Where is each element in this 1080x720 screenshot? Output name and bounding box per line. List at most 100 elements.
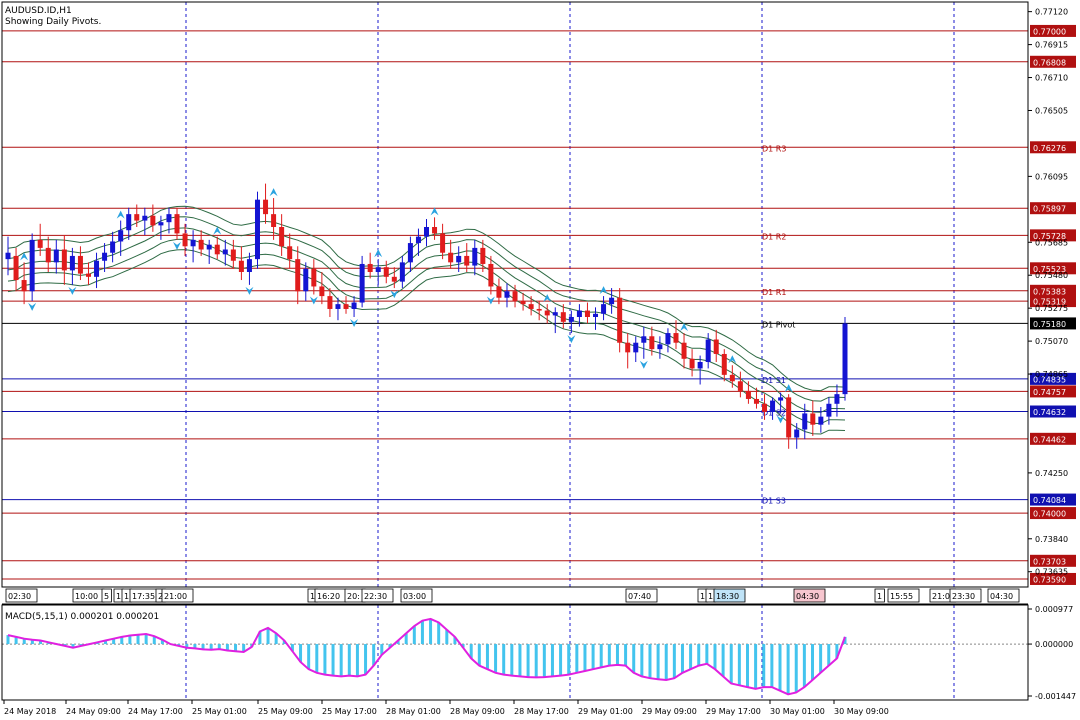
date-label: 30 May 01:00 [770, 707, 825, 716]
band-line [7, 216, 846, 402]
date-label: 25 May 01:00 [192, 707, 247, 716]
date-label: 25 May 09:00 [258, 707, 313, 716]
time-marker-label: 16:20 [317, 592, 340, 601]
price-label-box [1030, 24, 1076, 37]
price-label-box [1030, 141, 1076, 154]
candle-body [367, 263, 373, 272]
fractal-down-arrow [639, 360, 648, 369]
time-marker-label: 04:30 [990, 592, 1013, 601]
fractal-up-arrow [374, 249, 383, 258]
price-label-text: 0.76808 [1033, 58, 1066, 67]
price-label-box [1030, 55, 1076, 68]
candle-body [295, 259, 301, 292]
price-tick-label: 0.75480 [1035, 271, 1068, 280]
time-marker-label: 17:35 [132, 592, 155, 601]
band-line [7, 249, 846, 435]
candle-body [778, 397, 784, 401]
candle-body [343, 304, 349, 309]
date-label: 30 May 09:00 [834, 707, 889, 716]
candle-body [319, 286, 325, 297]
candle-body [158, 222, 164, 226]
candle-body [198, 239, 204, 250]
candle-body [697, 362, 703, 369]
candle-body [713, 339, 719, 354]
candle-body [279, 227, 285, 247]
time-marker-box [949, 588, 982, 603]
candle-body [584, 310, 590, 317]
price-label-text: 0.74084 [1033, 496, 1066, 505]
macd-layer: 0.000977 0.000000 -0.001447 [2, 605, 1076, 701]
price-label-text: 0.75897 [1033, 205, 1066, 214]
candle-body [705, 339, 711, 362]
candle-body [520, 300, 526, 305]
candle-body [617, 297, 623, 343]
candle-body [544, 310, 550, 316]
pivot-name-label: D1 R1 [762, 288, 786, 297]
time-marker-label: 18:30 [716, 592, 739, 601]
fractal-down-arrow [776, 415, 785, 424]
candle-body [271, 214, 277, 227]
candle-body [351, 302, 357, 309]
price-label-box [1030, 229, 1076, 242]
fractal-down-arrow [390, 290, 399, 299]
price-label-text: 0.75180 [1033, 320, 1066, 329]
fractal-up-arrow [543, 294, 552, 303]
candle-body [118, 230, 124, 242]
time-marker-label: 1 [877, 592, 882, 601]
time-marker-label: 21:0 [932, 592, 950, 601]
candle-body [45, 247, 51, 263]
candle-body [576, 310, 582, 317]
price-label-text: 0.74757 [1033, 388, 1066, 397]
time-marker-label: 1 [708, 592, 713, 601]
candle-body [246, 259, 252, 272]
candle-body [641, 336, 647, 343]
price-label-box [1030, 507, 1076, 520]
price-label-box [1030, 372, 1076, 385]
price-label-text: 0.74000 [1033, 510, 1066, 519]
price-label-box [1030, 202, 1076, 215]
candle-body [110, 241, 116, 253]
fractal-down-arrow [28, 302, 37, 311]
time-marker-label: 10:00 [75, 592, 98, 601]
candle-body [134, 214, 140, 221]
candle-body [770, 400, 776, 412]
candle-body [37, 239, 43, 248]
candle-body [303, 268, 309, 292]
candle-body [593, 313, 599, 317]
candle-body [424, 227, 429, 237]
fractal-up-arrow [213, 226, 222, 235]
price-label-text: 0.75523 [1033, 265, 1066, 274]
date-label: 24 May 2018 [4, 707, 56, 716]
candle-body [407, 243, 413, 263]
candle-body [102, 252, 108, 261]
candle-body [174, 214, 180, 234]
candle-body [472, 247, 478, 266]
time-marker-label: 22:30 [364, 592, 387, 601]
candle-body [818, 416, 824, 425]
price-tick-label: 0.74250 [1035, 469, 1068, 478]
candle-body [834, 394, 840, 404]
pivot-name-label: D1 Pivot [762, 320, 795, 329]
candle-body [335, 304, 341, 309]
time-marker-box [987, 588, 1020, 603]
candle-body [287, 246, 293, 260]
candle-body [721, 353, 727, 375]
candle-body [464, 255, 470, 266]
candle-body [391, 276, 397, 282]
price-tick-label: 0.73635 [1035, 568, 1068, 577]
candle-body [263, 199, 269, 215]
fractal-up-arrow [269, 188, 278, 197]
fractal-arrows-layer [20, 188, 793, 424]
candle-body [190, 239, 196, 247]
price-label-box [1030, 385, 1076, 398]
candle-body [609, 297, 615, 305]
candle-body [657, 344, 663, 350]
price-label-box [1030, 295, 1076, 308]
candle-body [488, 263, 494, 287]
price-label-box [1030, 284, 1076, 297]
time-marker-label: 20: [347, 592, 360, 601]
time-marker-label: 5 [104, 592, 109, 601]
macd-frame [1, 604, 1029, 701]
